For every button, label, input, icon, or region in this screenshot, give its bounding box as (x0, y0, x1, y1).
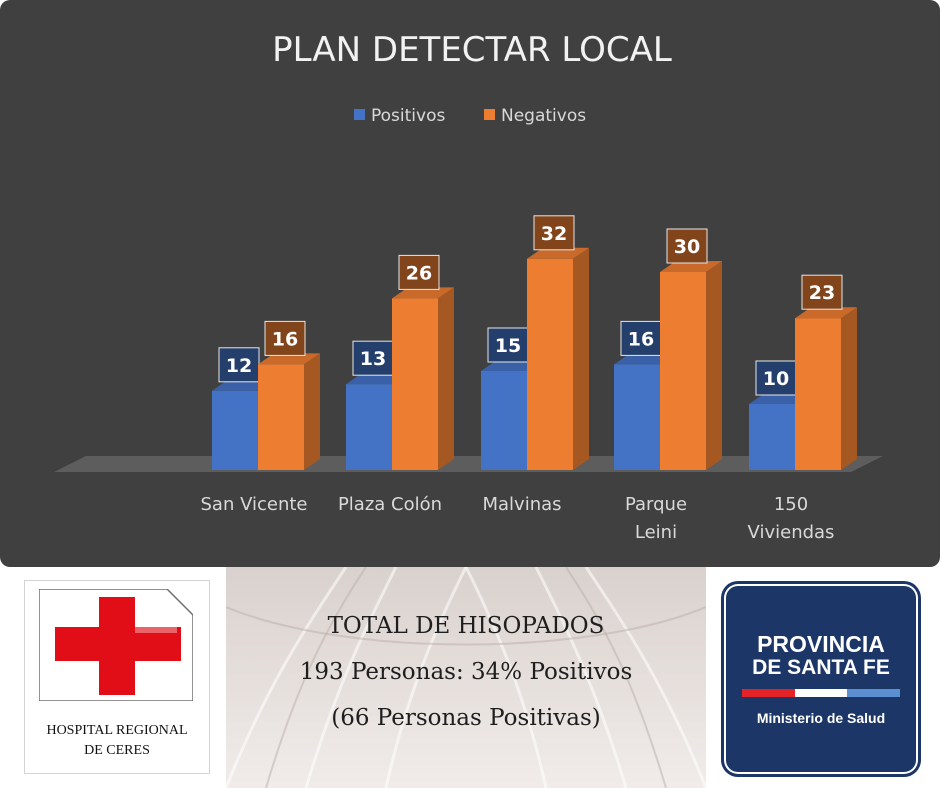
data-label-box-negativos-1 (398, 254, 440, 290)
bar-side-negativos-2 (573, 247, 589, 470)
chart-panel: PLAN DETECTAR LOCAL Positivos Negativos 1… (0, 0, 940, 567)
bar-positivos-1 (346, 384, 392, 470)
data-label-box-negativos-3 (666, 228, 708, 264)
x-tick-2: Malvinas (482, 494, 561, 515)
legend-label-negativos: Negativos (501, 106, 586, 126)
x-tick-4: 150 Viviendas (748, 494, 835, 543)
chart-legend: Positivos Negativos (354, 106, 586, 126)
bar-positivos-0 (212, 390, 258, 470)
bar-negativos-3 (660, 272, 706, 470)
bar-positivos-3 (614, 364, 660, 470)
vaulted-ceiling-background (226, 567, 706, 788)
bar-positivos-2 (481, 371, 527, 470)
bar-side-negativos-1 (438, 287, 454, 470)
x-tick-0: San Vicente (200, 494, 307, 515)
bar-negativos-1 (392, 298, 438, 470)
province-line1: PROVINCIA (757, 631, 885, 657)
bar-side-negativos-4 (841, 307, 857, 470)
info-line-3: (66 Personas Positivas) (331, 705, 601, 731)
stripe-white (795, 689, 847, 697)
legend-swatch-positivos (354, 109, 365, 120)
flag-stripes (742, 689, 900, 697)
data-label-positivos-3: 16 (628, 328, 654, 350)
bar-negativos-0 (258, 364, 304, 470)
bar-side-negativos-0 (304, 353, 320, 470)
hospital-regional-logo: HOSPITAL REGIONAL DE CERES (24, 580, 210, 774)
x-tick-3: Parque Leini (625, 494, 687, 543)
bar-side-negativos-3 (706, 261, 722, 470)
legend-label-positivos: Positivos (371, 106, 445, 126)
hospital-name-line2: DE CERES (84, 743, 150, 758)
data-label-negativos-2: 32 (541, 223, 567, 245)
data-label-positivos-4: 10 (763, 368, 789, 390)
data-label-box-positivos-2 (487, 327, 529, 363)
totals-panel: TOTAL DE HISOPADOS 193 Personas: 34% Pos… (226, 567, 706, 788)
legend-swatch-negativos (484, 109, 495, 120)
chart-svg: PLAN DETECTAR LOCAL Positivos Negativos 1… (54, 30, 883, 543)
hospital-name-line1: HOSPITAL REGIONAL (46, 723, 188, 738)
bar-top-negativos-1 (392, 287, 454, 299)
data-label-positivos-0: 12 (226, 355, 252, 377)
bar-top-negativos-3 (660, 261, 722, 272)
provincia-santa-fe-logo: PROVINCIA DE SANTA FE Ministerio de Salu… (726, 586, 916, 772)
data-label-box-negativos-4 (801, 274, 843, 310)
data-label-negativos-3: 30 (674, 236, 700, 258)
data-label-positivos-1: 13 (360, 348, 386, 370)
chart-title: PLAN DETECTAR LOCAL (272, 30, 672, 70)
data-label-positivos-2: 15 (495, 335, 521, 357)
red-cross-icon (39, 589, 193, 701)
bar-positivos-4 (749, 404, 795, 470)
bars-group: 12 16 13 26 15 32 16 30 10 23 (212, 215, 857, 470)
bar-top-negativos-4 (795, 307, 857, 319)
data-label-box-positivos-1 (352, 340, 394, 376)
hospital-name: HOSPITAL REGIONAL DE CERES (25, 721, 209, 761)
info-line-1: TOTAL DE HISOPADOS (327, 613, 605, 639)
bar-negativos-2 (527, 258, 573, 470)
data-label-box-negativos-0 (264, 320, 306, 356)
bar-negativos-4 (795, 318, 841, 470)
stripe-red (742, 689, 795, 697)
province-line3: Ministerio de Salud (756, 710, 886, 726)
x-axis-ticks: San Vicente Plaza Colón Malvinas Parque Lein… (200, 494, 834, 543)
province-line2: DE SANTA FE (752, 656, 890, 679)
data-label-box-negativos-2 (533, 215, 575, 251)
data-label-negativos-4: 23 (809, 282, 835, 304)
info-line-2: 193 Personas: 34% Positivos (299, 659, 633, 685)
bar-top-negativos-2 (527, 247, 589, 259)
x-tick-1: Plaza Colón (338, 494, 442, 515)
data-label-negativos-0: 16 (272, 328, 298, 350)
stripe-blue (847, 689, 900, 697)
data-label-box-positivos-0 (218, 347, 260, 383)
bar-top-negativos-0 (258, 353, 320, 365)
data-label-negativos-1: 26 (406, 262, 432, 284)
